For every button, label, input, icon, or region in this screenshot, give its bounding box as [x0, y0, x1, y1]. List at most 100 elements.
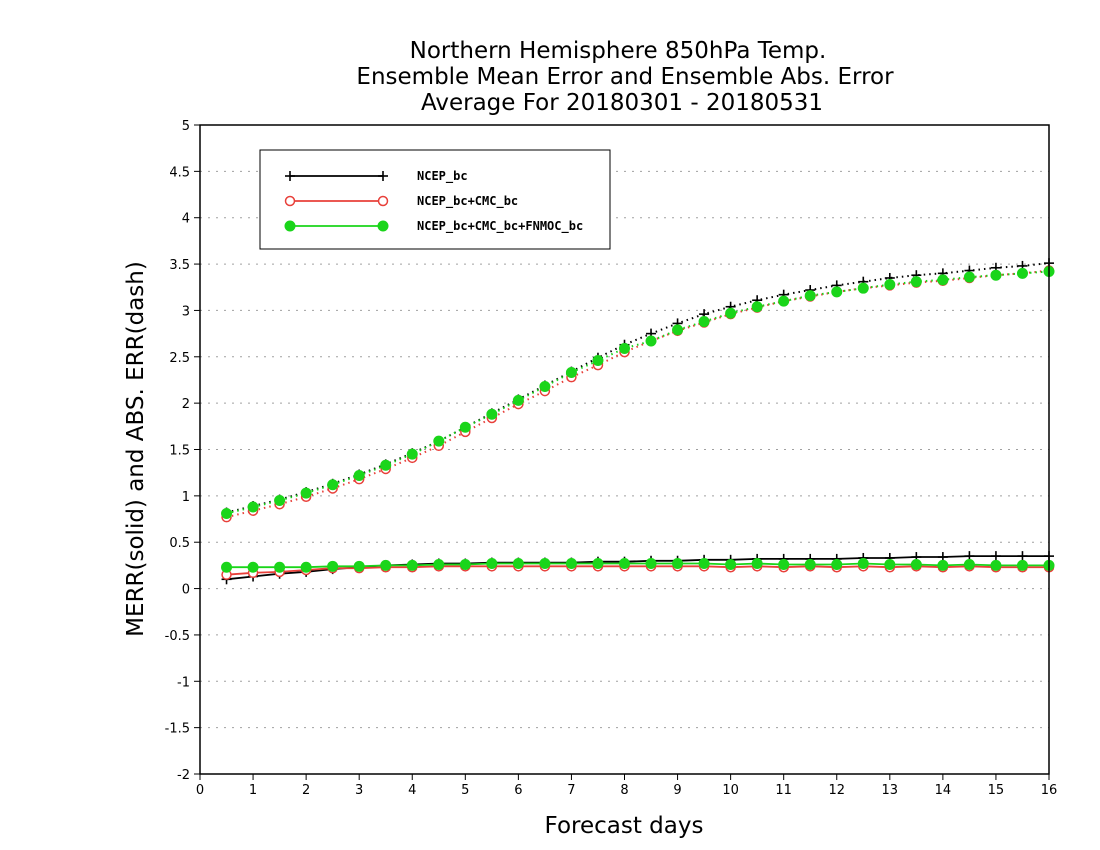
x-tick-label: 1 — [249, 783, 257, 798]
series-layer — [221, 258, 1055, 585]
data-point-ncep-bc-cmc-bc-fnmoc-bc-abs — [619, 342, 630, 354]
legend-label-ncep-bc-cmc-bc-fnmoc-bc: NCEP_bc+CMC_bc+FNMOC_bc — [417, 219, 583, 234]
data-point-ncep-bc-cmc-bc-fnmoc-bc-abs — [645, 335, 657, 347]
y-tick-label: 3 — [182, 304, 190, 319]
y-tick-label: 0 — [182, 583, 190, 598]
title-line-1: Northern Hemisphere 850hPa Temp. — [410, 38, 827, 64]
data-point-ncep-bc-cmc-bc-fnmoc-bc-mean — [592, 558, 604, 570]
x-tick-label: 10 — [722, 783, 739, 798]
data-point-ncep-bc-cmc-bc-fnmoc-bc-abs — [990, 269, 1002, 281]
data-point-ncep-bc-cmc-bc-fnmoc-bc-abs — [857, 282, 869, 294]
data-point-ncep-bc-mean — [990, 551, 1001, 562]
data-point-ncep-bc-cmc-bc-fnmoc-bc-mean — [380, 559, 392, 571]
data-point-ncep-bc-cmc-bc-fnmoc-bc-mean — [247, 561, 259, 573]
data-point-ncep-bc-cmc-bc-fnmoc-bc-mean — [645, 558, 657, 570]
data-point-ncep-bc-cmc-bc-fnmoc-bc-mean — [619, 558, 630, 570]
title-line-3: Average For 20180301 - 20180531 — [421, 90, 823, 116]
data-point-ncep-bc-cmc-bc-fnmoc-bc-abs — [698, 316, 710, 328]
data-point-ncep-bc-cmc-bc-fnmoc-bc-abs — [406, 448, 418, 460]
y-axis-label: MERR(solid) and ABS. ERR(dash) — [123, 261, 149, 637]
x-tick-label: 14 — [935, 783, 952, 798]
data-point-ncep-bc-cmc-bc-fnmoc-bc-abs — [1016, 267, 1028, 279]
title-line-2: Ensemble Mean Error and Ensemble Abs. Er… — [356, 64, 894, 90]
chart-title: Northern Hemisphere 850hPa Temp. Ensembl… — [356, 38, 894, 116]
data-point-ncep-bc-cmc-bc-fnmoc-bc-abs — [300, 487, 312, 499]
data-point-ncep-bc-cmc-bc-fnmoc-bc-abs — [751, 301, 763, 313]
series-line-ncep-bc-cmc-bc-abs-err — [226, 269, 1050, 519]
x-axis-label: Forecast days — [545, 813, 704, 839]
y-tick-label: 0.5 — [169, 536, 190, 551]
data-point-ncep-bc-cmc-bc-fnmoc-bc-abs — [592, 354, 604, 366]
data-point-ncep-bc-cmc-bc-fnmoc-bc-mean — [459, 558, 471, 570]
data-point-ncep-bc-cmc-bc-fnmoc-bc-abs — [459, 421, 471, 433]
data-point-ncep-bc-cmc-bc-fnmoc-bc-abs — [725, 307, 737, 319]
data-point-ncep-bc-cmc-bc-fnmoc-bc-abs — [486, 408, 498, 420]
data-point-ncep-bc-cmc-bc-fnmoc-bc-mean — [221, 561, 233, 573]
data-point-ncep-bc-cmc-bc-fnmoc-bc-abs — [433, 435, 445, 447]
legend-marker-ncep-bc-cmc-bc — [377, 195, 389, 207]
series-line-ncep-bc-abs-err — [226, 262, 1050, 514]
data-point-ncep-bc-cmc-bc-fnmoc-bc-abs — [539, 380, 551, 392]
data-point-ncep-bc-cmc-bc-fnmoc-bc-abs — [380, 459, 392, 471]
y-tick-label: -0.5 — [165, 629, 190, 644]
y-tick-label: 1.5 — [169, 444, 190, 459]
series-line-ncep-bc-cmc-bc-mean-err — [226, 565, 1049, 576]
data-point-ncep-bc-cmc-bc-fnmoc-bc-abs — [512, 394, 524, 406]
x-tick-label: 3 — [355, 783, 363, 798]
legend-box — [259, 149, 611, 250]
data-point-ncep-bc-cmc-bc-fnmoc-bc-mean — [804, 558, 816, 570]
data-point-ncep-bc-cmc-bc-fnmoc-bc-mean — [672, 558, 684, 570]
y-tick-label: 2.5 — [169, 351, 190, 366]
x-tick-label: 16 — [1041, 783, 1058, 798]
data-point-ncep-bc-cmc-bc-fnmoc-bc-mean — [353, 560, 365, 572]
x-tick-label: 11 — [775, 783, 792, 798]
data-point-ncep-bc-cmc-bc-fnmoc-bc-abs — [963, 271, 975, 283]
data-point-ncep-bc-cmc-bc-fnmoc-bc-mean — [963, 558, 975, 570]
data-point-ncep-bc-cmc-bc-fnmoc-bc-mean — [884, 558, 896, 570]
data-point-ncep-bc-cmc-bc-fnmoc-bc-mean — [327, 560, 339, 572]
grid-lines — [200, 170, 1049, 729]
legend-marker-ncep-bc — [378, 171, 388, 181]
legend-marker-ncep-bc-cmc-bc — [284, 195, 296, 207]
x-tick-label: 6 — [514, 783, 522, 798]
legend-marker-ncep-bc-cmc-bc-fnmoc-bc — [284, 220, 296, 232]
data-point-ncep-bc-cmc-bc-fnmoc-bc-abs — [247, 501, 259, 513]
plot-frame — [199, 124, 1050, 775]
data-point-ncep-bc-cmc-bc-fnmoc-bc-abs — [353, 469, 365, 481]
x-tick-label: 2 — [302, 783, 310, 798]
legend-marker-ncep-bc-cmc-bc-fnmoc-bc — [377, 220, 389, 232]
y-tick-label: 4 — [182, 212, 190, 227]
y-tick-label: -1.5 — [165, 722, 190, 737]
data-point-ncep-bc-cmc-bc-fnmoc-bc-mean — [1016, 559, 1028, 571]
legend-marker-ncep-bc — [285, 171, 295, 181]
data-point-ncep-bc-cmc-bc-fnmoc-bc-abs — [937, 274, 949, 286]
legend-label-ncep-bc: NCEP_bc — [417, 169, 468, 184]
data-point-ncep-bc-cmc-bc-fnmoc-bc-abs — [910, 276, 922, 288]
y-tick-label: -1 — [177, 675, 190, 690]
data-point-ncep-bc-cmc-bc-fnmoc-bc-mean — [725, 558, 737, 570]
data-point-ncep-bc-cmc-bc-fnmoc-bc-mean — [831, 558, 843, 570]
series-line-ncep-bc-cmc-bc-fnmoc-bc-abs-err — [226, 270, 1050, 515]
data-point-ncep-bc-cmc-bc-fnmoc-bc-mean — [433, 558, 445, 570]
data-point-ncep-bc-cmc-bc-fnmoc-bc-mean — [698, 558, 710, 570]
data-point-ncep-bc-cmc-bc-fnmoc-bc-abs — [831, 286, 843, 298]
data-point-ncep-bc-cmc-bc-fnmoc-bc-mean — [406, 559, 418, 571]
y-axis-ticks: 5 4.5 4 3.5 3 2.5 2 1.5 1 0.5 0 -0.5 -1 -1.5 -2 — [165, 119, 200, 783]
x-tick-label: 15 — [988, 783, 1005, 798]
x-tick-label: 12 — [828, 783, 845, 798]
data-point-ncep-bc-cmc-bc-fnmoc-bc-mean — [512, 558, 524, 570]
x-tick-label: 8 — [620, 783, 628, 798]
data-point-ncep-bc-cmc-bc-fnmoc-bc-mean — [300, 561, 312, 573]
x-tick-label: 13 — [882, 783, 899, 798]
data-point-ncep-bc-cmc-bc-fnmoc-bc-mean — [857, 558, 869, 570]
y-tick-label: 5 — [182, 119, 190, 134]
y-tick-label: 4.5 — [169, 165, 190, 180]
legend: NCEP_bc NCEP_bc+CMC_bc NCEP_bc+CMC_bc+FNMO… — [259, 149, 611, 250]
data-point-ncep-bc-cmc-bc-fnmoc-bc-abs — [672, 324, 684, 336]
x-tick-label: 0 — [196, 783, 204, 798]
y-tick-label: 2 — [182, 397, 190, 412]
legend-label-ncep-bc-cmc-bc: NCEP_bc+CMC_bc — [417, 194, 518, 209]
data-point-ncep-bc-cmc-bc-fnmoc-bc-abs — [565, 367, 577, 379]
y-tick-label: 1 — [182, 490, 190, 505]
y-tick-label: 3.5 — [169, 258, 190, 273]
